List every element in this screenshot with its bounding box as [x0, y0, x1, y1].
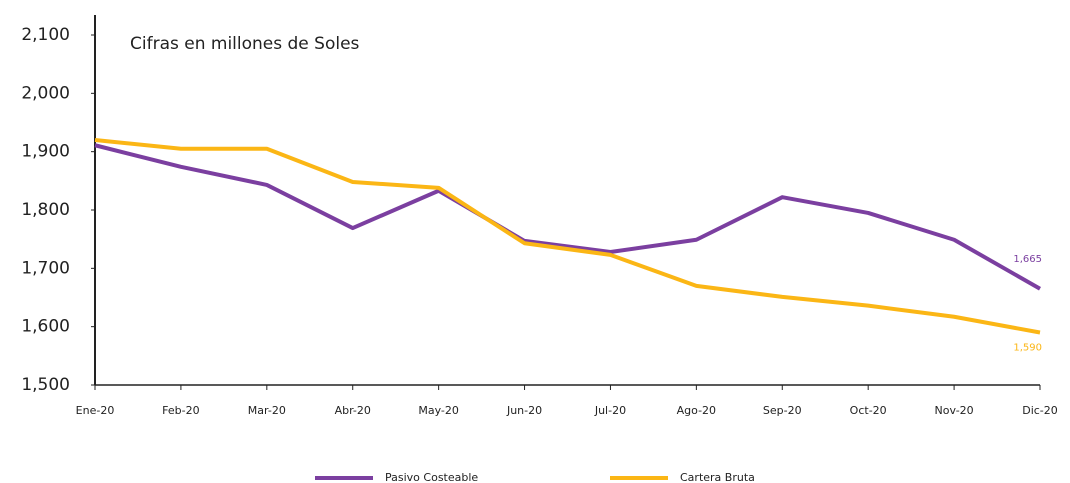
x-tick-label: Sep-20 — [763, 404, 802, 417]
x-tick-label: Ago-20 — [677, 404, 716, 417]
x-tick-label: Jun-20 — [506, 404, 542, 417]
series-line — [94, 138, 1041, 335]
y-tick-label: 1,900 — [21, 142, 70, 162]
x-tick-label: Feb-20 — [162, 404, 199, 417]
legend-label: Pasivo Costeable — [385, 471, 478, 483]
y-tick-label: 2,100 — [21, 25, 70, 45]
x-tick-label: Abr-20 — [335, 404, 371, 417]
x-tick-label: Dic-20 — [1022, 404, 1058, 417]
y-tick-label: 1,500 — [21, 375, 70, 395]
legend-label: Cartera Bruta — [680, 471, 755, 483]
value-label: 1,665 — [1013, 254, 1042, 265]
x-tick-label: Jul-20 — [594, 404, 626, 417]
x-tick-label: Nov-20 — [935, 404, 974, 417]
series-line — [94, 143, 1041, 291]
x-tick-label: Oct-20 — [850, 404, 887, 417]
annotation: Cifras en millones de Soles — [130, 34, 360, 54]
x-tick-label: May-20 — [418, 404, 459, 417]
x-tick-label: Mar-20 — [248, 404, 286, 417]
y-tick-label: 1,800 — [21, 200, 70, 220]
y-tick-label: 1,700 — [21, 258, 70, 278]
value-label: 1,590 — [1013, 343, 1042, 354]
y-tick-label: 2,000 — [21, 83, 70, 103]
y-tick-label: 1,600 — [21, 317, 70, 337]
x-tick-label: Ene-20 — [76, 404, 115, 417]
